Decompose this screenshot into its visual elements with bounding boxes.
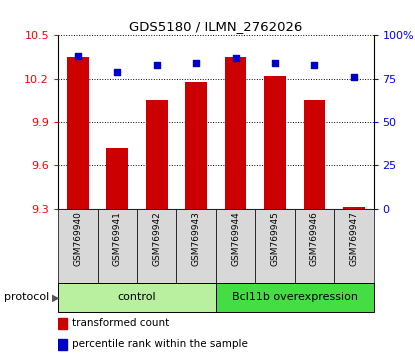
Bar xyxy=(106,148,128,209)
Bar xyxy=(255,209,295,283)
Text: control: control xyxy=(117,292,156,302)
Bar xyxy=(58,283,216,312)
Point xyxy=(272,60,278,66)
Point xyxy=(75,53,81,59)
Point xyxy=(114,69,121,75)
Text: ▶: ▶ xyxy=(52,292,59,302)
Bar xyxy=(58,318,67,329)
Bar xyxy=(146,101,168,209)
Bar xyxy=(58,209,98,283)
Bar xyxy=(185,82,207,209)
Point xyxy=(154,62,160,68)
Bar xyxy=(343,207,365,209)
Bar xyxy=(137,209,176,283)
Point xyxy=(232,55,239,61)
Point xyxy=(311,62,318,68)
Text: GSM769940: GSM769940 xyxy=(73,211,82,266)
Bar xyxy=(216,209,255,283)
Bar xyxy=(67,57,89,209)
Text: protocol: protocol xyxy=(4,292,49,302)
Bar xyxy=(98,209,137,283)
Bar xyxy=(334,209,374,283)
Bar xyxy=(176,209,216,283)
Text: GSM769943: GSM769943 xyxy=(192,211,200,266)
Point xyxy=(193,60,200,66)
Text: GSM769947: GSM769947 xyxy=(349,211,358,266)
Bar xyxy=(303,101,325,209)
Text: transformed count: transformed count xyxy=(72,318,170,328)
Text: percentile rank within the sample: percentile rank within the sample xyxy=(72,339,248,349)
Bar xyxy=(58,339,67,350)
Text: GSM769944: GSM769944 xyxy=(231,211,240,266)
Text: GSM769941: GSM769941 xyxy=(113,211,122,266)
Text: Bcl11b overexpression: Bcl11b overexpression xyxy=(232,292,358,302)
Title: GDS5180 / ILMN_2762026: GDS5180 / ILMN_2762026 xyxy=(129,20,303,33)
Text: GSM769945: GSM769945 xyxy=(271,211,279,266)
Text: GSM769942: GSM769942 xyxy=(152,211,161,266)
Bar xyxy=(225,57,247,209)
Bar xyxy=(264,76,286,209)
Text: GSM769946: GSM769946 xyxy=(310,211,319,266)
Point xyxy=(350,74,357,80)
Bar xyxy=(295,209,334,283)
Bar xyxy=(216,283,374,312)
